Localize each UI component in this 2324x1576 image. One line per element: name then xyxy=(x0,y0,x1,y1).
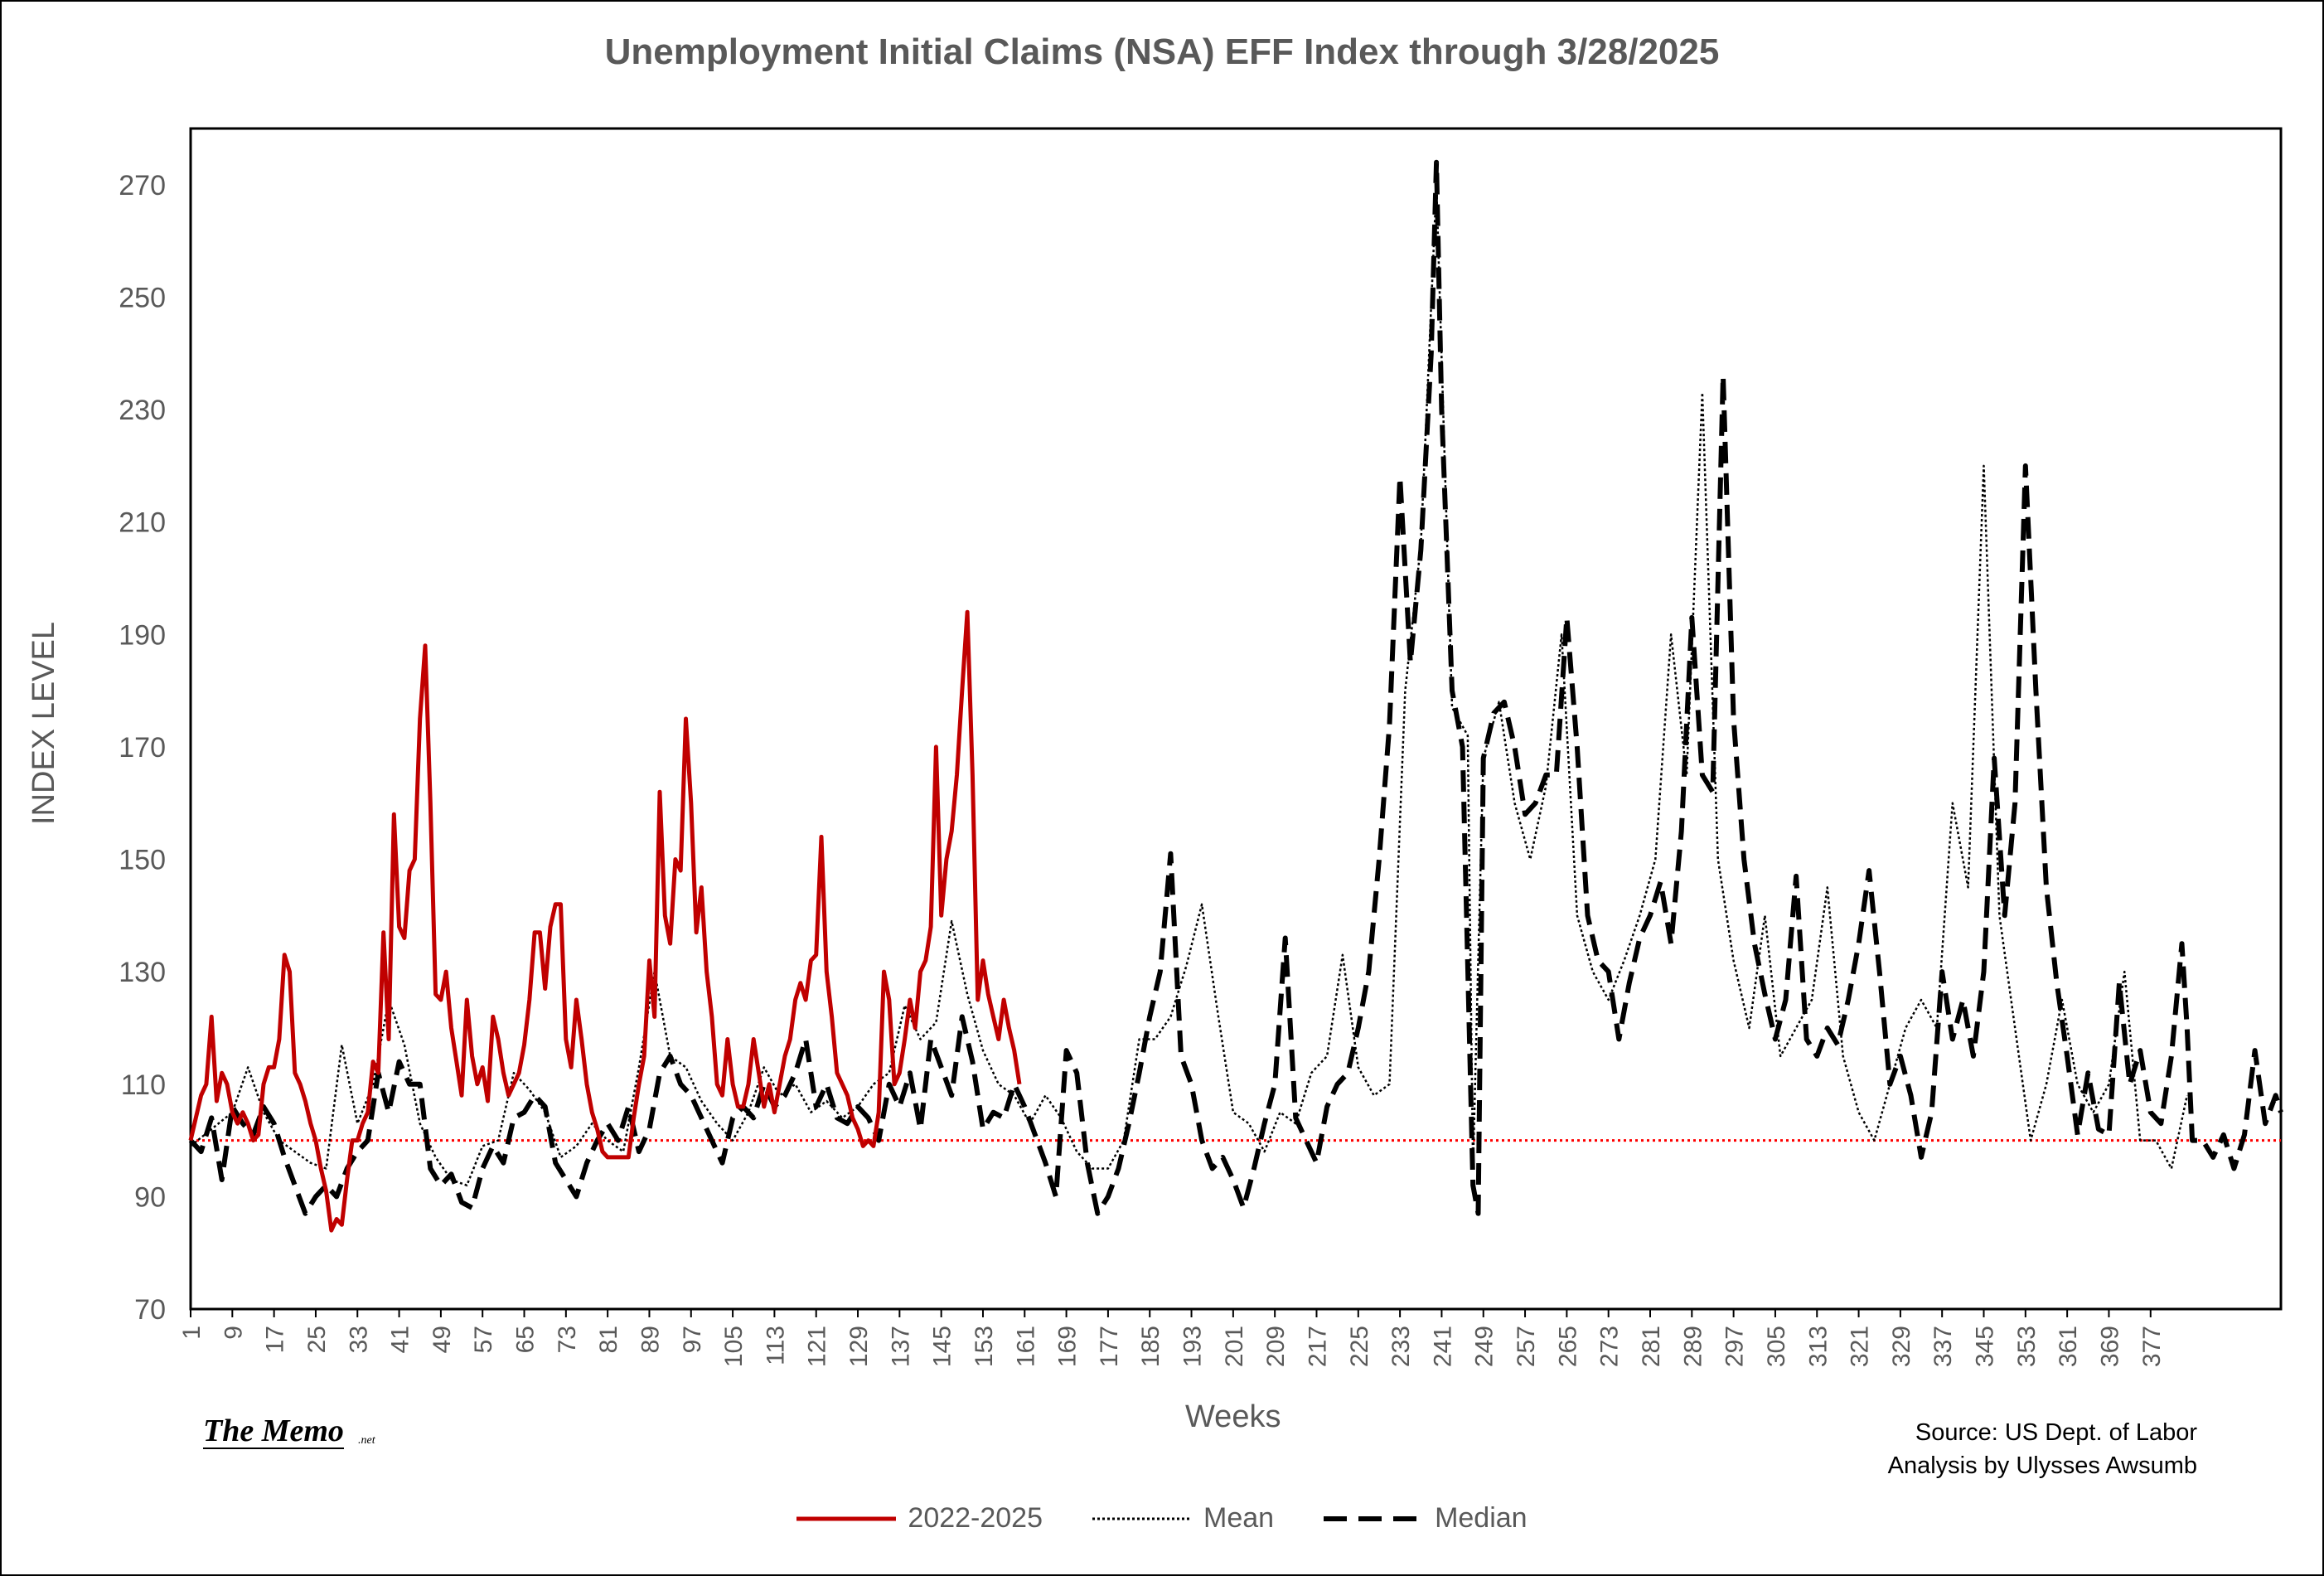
x-tick-label: 265 xyxy=(1554,1326,1581,1367)
legend-label: Median xyxy=(1435,1502,1528,1534)
x-tick-label: 1 xyxy=(178,1326,206,1340)
y-axis-label: INDEX LEVEL xyxy=(27,622,61,825)
x-tick-label: 57 xyxy=(470,1326,497,1353)
x-tick-label: 201 xyxy=(1221,1326,1248,1367)
y-tick-label: 190 xyxy=(119,619,166,651)
x-tick-label: 129 xyxy=(845,1326,873,1367)
x-tick-label: 257 xyxy=(1513,1326,1540,1367)
legend-swatch-solid xyxy=(796,1516,897,1520)
series-group xyxy=(188,159,2283,1233)
x-tick-label: 41 xyxy=(387,1326,414,1353)
y-tick-label: 210 xyxy=(119,507,166,539)
x-tick-label: 25 xyxy=(303,1326,331,1353)
analysis-line: Analysis by Ulysses Awsumb xyxy=(1887,1452,2197,1479)
x-tick-label: 297 xyxy=(1721,1326,1749,1367)
x-tick-label: 49 xyxy=(428,1326,456,1353)
x-tick-label: 105 xyxy=(720,1326,748,1367)
x-tick-label: 273 xyxy=(1596,1326,1624,1367)
brand-logo-suffix: .net xyxy=(358,1434,375,1447)
x-tick-label: 225 xyxy=(1346,1326,1373,1367)
x-tick-label: 209 xyxy=(1262,1326,1290,1367)
y-tick-label: 270 xyxy=(119,170,166,201)
x-tick-label: 145 xyxy=(929,1326,956,1367)
y-tick-label: 90 xyxy=(134,1181,166,1213)
x-tick-label: 89 xyxy=(637,1326,664,1353)
legend-item-median: Median xyxy=(1324,1502,1528,1535)
x-tick-label: 217 xyxy=(1304,1326,1331,1367)
x-tick-label: 289 xyxy=(1679,1326,1707,1367)
x-tick-label: 153 xyxy=(971,1326,998,1367)
legend-swatch-dotted xyxy=(1092,1517,1193,1520)
plot-area xyxy=(189,127,2283,1311)
y-tick-label: 70 xyxy=(134,1294,166,1326)
x-tick-label: 345 xyxy=(1972,1326,1999,1367)
x-tick-label: 321 xyxy=(1847,1326,1874,1367)
x-tick-label: 17 xyxy=(262,1326,289,1353)
x-tick-label: 377 xyxy=(2138,1326,2166,1367)
x-tick-label: 369 xyxy=(2096,1326,2123,1367)
x-tick-label: 193 xyxy=(1179,1326,1207,1367)
x-tick-label: 97 xyxy=(679,1326,706,1353)
y-tick-label: 250 xyxy=(119,282,166,313)
x-tick-label: 9 xyxy=(220,1326,247,1340)
x-tick-label: 185 xyxy=(1137,1326,1164,1367)
series-line-mean xyxy=(190,183,2189,1187)
x-tick-label: 81 xyxy=(595,1326,622,1353)
x-tick-label: 281 xyxy=(1638,1326,1665,1367)
brand-logo: The Memo xyxy=(203,1414,344,1449)
legend-swatch-dashed xyxy=(1324,1515,1424,1521)
x-tick-label: 73 xyxy=(554,1326,581,1353)
legend-item-2022-2025: 2022-2025 xyxy=(796,1502,1043,1535)
x-tick-label: 113 xyxy=(762,1326,789,1365)
x-tick-label: 361 xyxy=(2055,1326,2082,1367)
source-line: Source: US Dept. of Labor xyxy=(1915,1419,2197,1446)
x-tick-label: 137 xyxy=(887,1326,914,1367)
legend-label: Mean xyxy=(1203,1502,1275,1534)
x-axis-label: Weeks xyxy=(1185,1399,1281,1434)
x-tick-label: 161 xyxy=(1012,1326,1039,1367)
x-tick-label: 249 xyxy=(1471,1326,1498,1367)
x-tick-label: 337 xyxy=(1929,1326,1957,1367)
y-tick-label: 230 xyxy=(119,395,166,426)
y-tick-label: 170 xyxy=(119,732,166,764)
legend: 2022-2025 Mean Median xyxy=(0,1502,2324,1535)
x-tick-label: 233 xyxy=(1387,1326,1415,1367)
y-tick-label: 130 xyxy=(119,957,166,988)
x-tick-label: 177 xyxy=(1096,1326,1123,1367)
x-tick-label: 353 xyxy=(2013,1326,2041,1367)
x-tick-label: 305 xyxy=(1763,1326,1790,1367)
x-axis-ticks: 1 9 17 25 33 41 49 57 65 73 81 89 97 105 113 121 129 137 1… xyxy=(178,1309,2166,1367)
x-tick-label: 65 xyxy=(512,1326,540,1353)
chart-title: Unemployment Initial Claims (NSA) EFF In… xyxy=(604,32,1720,72)
y-axis-ticks: 70 90 110 130 150 170 190 210 230 250 270 xyxy=(119,170,166,1326)
x-tick-label: 121 xyxy=(804,1326,831,1367)
series-line-median xyxy=(188,159,2283,1216)
legend-item-mean: Mean xyxy=(1092,1502,1274,1535)
y-tick-label: 150 xyxy=(119,845,166,876)
x-tick-label: 241 xyxy=(1429,1326,1456,1367)
x-tick-label: 313 xyxy=(1804,1326,1832,1367)
x-tick-label: 329 xyxy=(1888,1326,1915,1367)
x-tick-label: 169 xyxy=(1054,1326,1082,1367)
series-line-2022-2025 xyxy=(188,609,1022,1233)
x-tick-label: 33 xyxy=(345,1326,372,1353)
legend-label: 2022-2025 xyxy=(908,1502,1043,1534)
y-tick-label: 110 xyxy=(121,1069,166,1101)
source-note: Source: US Dept. of Labor Analysis by Ul… xyxy=(1888,1416,2197,1482)
